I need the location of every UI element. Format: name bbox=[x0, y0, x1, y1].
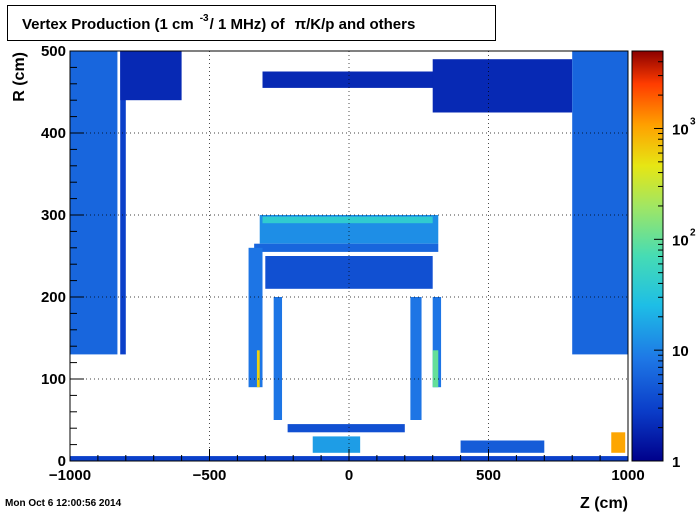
y-tick-label: 0 bbox=[58, 453, 66, 470]
chart-title: Vertex Production (1 cm -3/ 1 MHz) of π/K/… bbox=[22, 13, 416, 33]
heatmap-region bbox=[410, 297, 422, 420]
tick-labels: −1000 −500 0 500 1000 0 100 200 300 400 500 bbox=[41, 43, 645, 484]
heatmap-regions bbox=[70, 51, 628, 461]
chart-title-box: Vertex Production (1 cm -3/ 1 MHz) of π/K/… bbox=[7, 5, 496, 41]
title-exponent: -3 bbox=[199, 13, 209, 24]
heatmap-region bbox=[120, 51, 126, 355]
heatmap-region bbox=[312, 436, 361, 453]
x-tick-label: 0 bbox=[345, 467, 353, 484]
heatmap-region bbox=[262, 71, 442, 88]
y-tick-label: 400 bbox=[41, 125, 66, 142]
x-tick-label: −500 bbox=[193, 467, 227, 484]
heatmap-region bbox=[432, 350, 439, 388]
heatmap-region bbox=[254, 243, 439, 252]
y-tick-label: 500 bbox=[41, 43, 66, 60]
grid bbox=[70, 51, 628, 461]
x-tick-label: 1000 bbox=[611, 467, 644, 484]
colorbar-label: 10 bbox=[672, 343, 689, 360]
heatmap-region bbox=[432, 59, 573, 113]
x-tick-label: 500 bbox=[476, 467, 501, 484]
axis-ticks bbox=[69, 50, 629, 462]
colorbar-label: 10 bbox=[672, 232, 689, 249]
heatmap-region bbox=[248, 247, 263, 388]
y-tick-label: 100 bbox=[41, 371, 66, 388]
y-tick-label: 300 bbox=[41, 207, 66, 224]
heatmap-region bbox=[611, 432, 626, 453]
colorbar-label-exponent: 2 bbox=[690, 227, 696, 238]
y-tick-label: 200 bbox=[41, 289, 66, 306]
title-middle: / 1 MHz) of bbox=[209, 16, 285, 33]
y-axis-title: R (cm) bbox=[11, 52, 28, 102]
heatmap-region bbox=[460, 440, 545, 453]
x-tick-label: −1000 bbox=[49, 467, 91, 484]
heatmap-region bbox=[572, 51, 628, 355]
heatmap-region bbox=[262, 216, 433, 224]
heatmap-region bbox=[120, 51, 182, 101]
heatmap-region bbox=[70, 51, 118, 355]
title-prefix: Vertex Production (1 cm bbox=[22, 16, 194, 33]
heatmap-region bbox=[287, 424, 405, 433]
colorbar-label: 10 bbox=[672, 121, 689, 138]
heatmap-region bbox=[273, 297, 283, 420]
colorbar bbox=[631, 50, 664, 462]
timestamp: Mon Oct 6 12:00:56 2014 bbox=[5, 498, 122, 509]
heatmap-region bbox=[432, 297, 442, 388]
title-suffix: π/K/p and others bbox=[294, 16, 416, 33]
heatmap-region bbox=[256, 350, 260, 388]
x-axis-title: Z (cm) bbox=[580, 495, 628, 512]
colorbar-label-exponent: 3 bbox=[690, 116, 696, 127]
colorbar-label: 1 bbox=[672, 454, 680, 471]
